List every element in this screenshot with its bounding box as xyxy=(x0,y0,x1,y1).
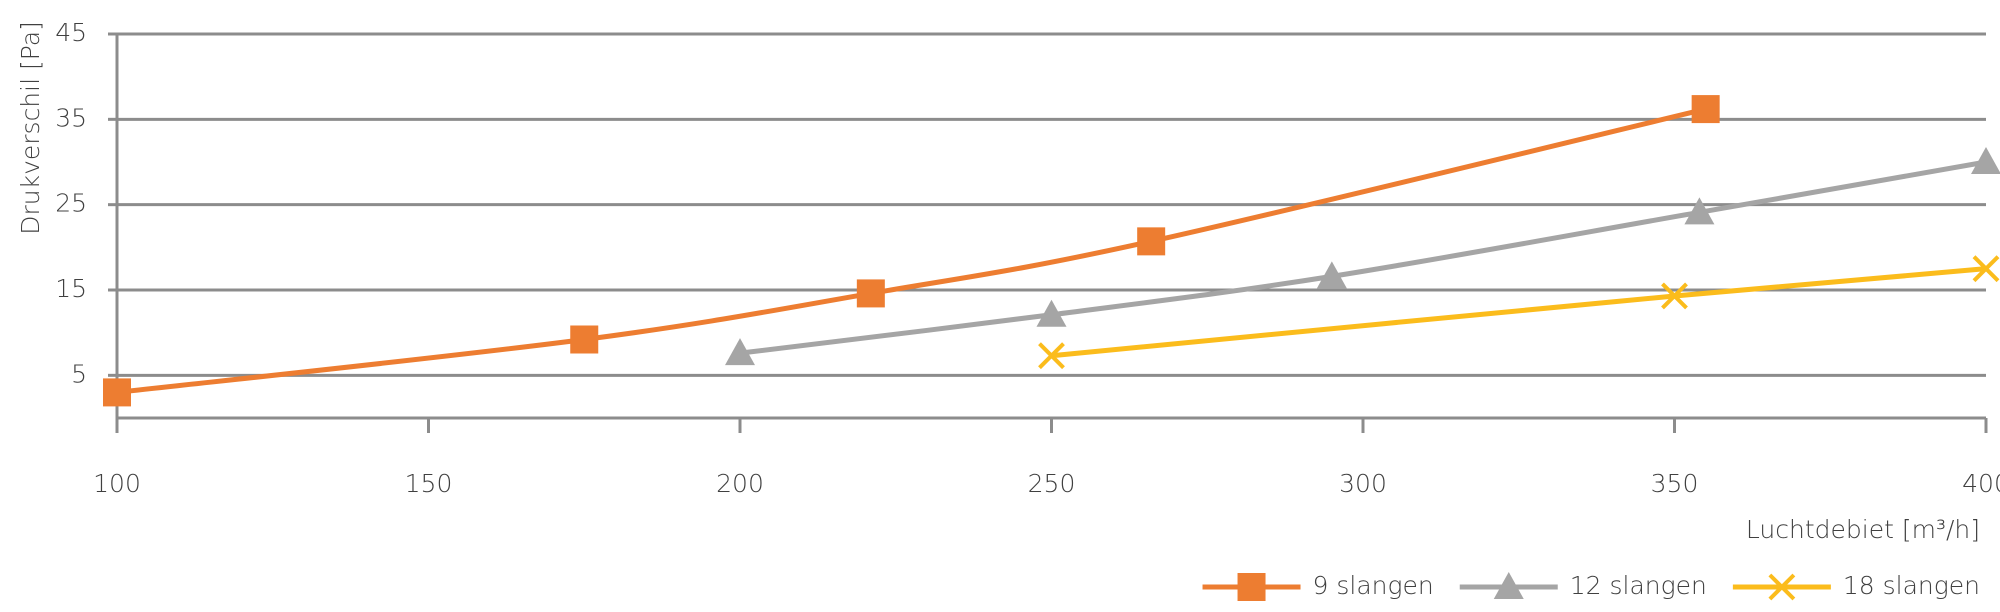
series-line xyxy=(116,106,1707,395)
legend-marker xyxy=(1768,573,1796,601)
marker xyxy=(1971,147,2000,174)
x-tick-label: 400 xyxy=(1962,469,2000,498)
legend-label: 9 slangen xyxy=(1313,571,1434,600)
legend-label: 18 slangen xyxy=(1843,571,1980,600)
legend-marker xyxy=(1237,573,1266,601)
marker xyxy=(570,325,599,354)
legend-label: 12 slangen xyxy=(1570,571,1707,600)
x-tick-label: 250 xyxy=(1028,469,1076,498)
y-tick-label: 5 xyxy=(71,359,87,388)
marker xyxy=(1684,197,1715,225)
marker xyxy=(725,338,755,366)
y-tick-label: 15 xyxy=(55,274,87,303)
y-tick-label: 35 xyxy=(55,103,87,132)
marker xyxy=(103,378,131,407)
x-tick-label: 350 xyxy=(1651,469,1699,498)
series-line xyxy=(1051,266,1987,359)
legend-marker xyxy=(1493,572,1524,599)
marker xyxy=(856,279,885,308)
y-axis-title: Drukverschil [Pa] xyxy=(16,21,45,235)
x-tick-label: 200 xyxy=(716,469,764,498)
x-axis-title: Luchtdebiet [m³/h] xyxy=(1746,515,1980,544)
marker xyxy=(1972,255,2000,283)
y-tick-label: 45 xyxy=(55,18,87,47)
marker xyxy=(1137,227,1166,256)
marker xyxy=(1661,282,1688,310)
marker xyxy=(1036,299,1067,327)
marker xyxy=(1316,261,1347,289)
marker xyxy=(1038,342,1065,370)
series-line xyxy=(739,159,1987,356)
x-tick-label: 100 xyxy=(93,469,141,498)
marker xyxy=(1691,95,1720,124)
y-tick-label: 25 xyxy=(55,189,87,218)
x-tick-label: 300 xyxy=(1339,469,1387,498)
x-tick-label: 150 xyxy=(405,469,453,498)
